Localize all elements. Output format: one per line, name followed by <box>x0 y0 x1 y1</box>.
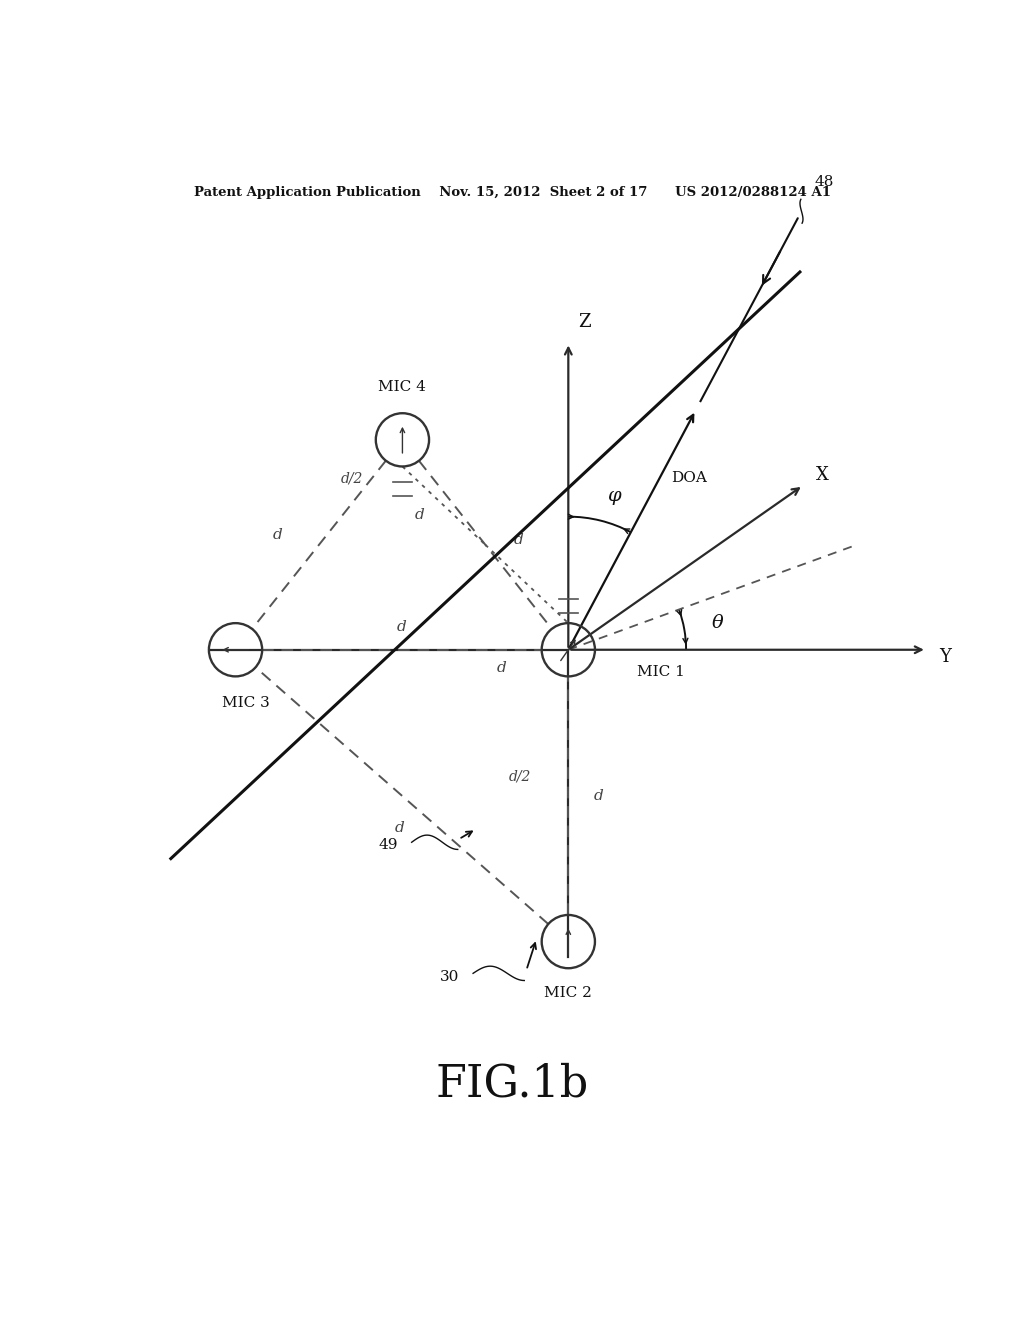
Text: d: d <box>594 788 604 803</box>
Text: Z: Z <box>579 313 591 331</box>
Text: Patent Application Publication    Nov. 15, 2012  Sheet 2 of 17      US 2012/0288: Patent Application Publication Nov. 15, … <box>194 186 830 198</box>
Text: 48: 48 <box>815 176 835 189</box>
Text: 49: 49 <box>379 838 398 853</box>
Text: d: d <box>513 533 523 546</box>
Text: d: d <box>497 661 507 676</box>
Text: 30: 30 <box>440 969 460 983</box>
Text: Y: Y <box>939 648 951 667</box>
Text: d: d <box>395 821 404 836</box>
Text: FIG.1b: FIG.1b <box>435 1063 589 1106</box>
Text: d: d <box>273 528 283 541</box>
Text: d/2: d/2 <box>341 471 364 484</box>
Text: φ: φ <box>606 487 621 504</box>
Text: X: X <box>815 466 828 484</box>
Text: MIC 2: MIC 2 <box>545 986 592 999</box>
Text: d: d <box>415 508 425 523</box>
Text: d/2: d/2 <box>509 770 531 783</box>
Text: MIC 1: MIC 1 <box>637 665 684 680</box>
Text: DOA: DOA <box>672 471 708 484</box>
Text: θ: θ <box>712 614 723 631</box>
Text: d: d <box>397 620 407 634</box>
Text: MIC 3: MIC 3 <box>222 696 269 710</box>
Text: MIC 4: MIC 4 <box>379 380 426 393</box>
